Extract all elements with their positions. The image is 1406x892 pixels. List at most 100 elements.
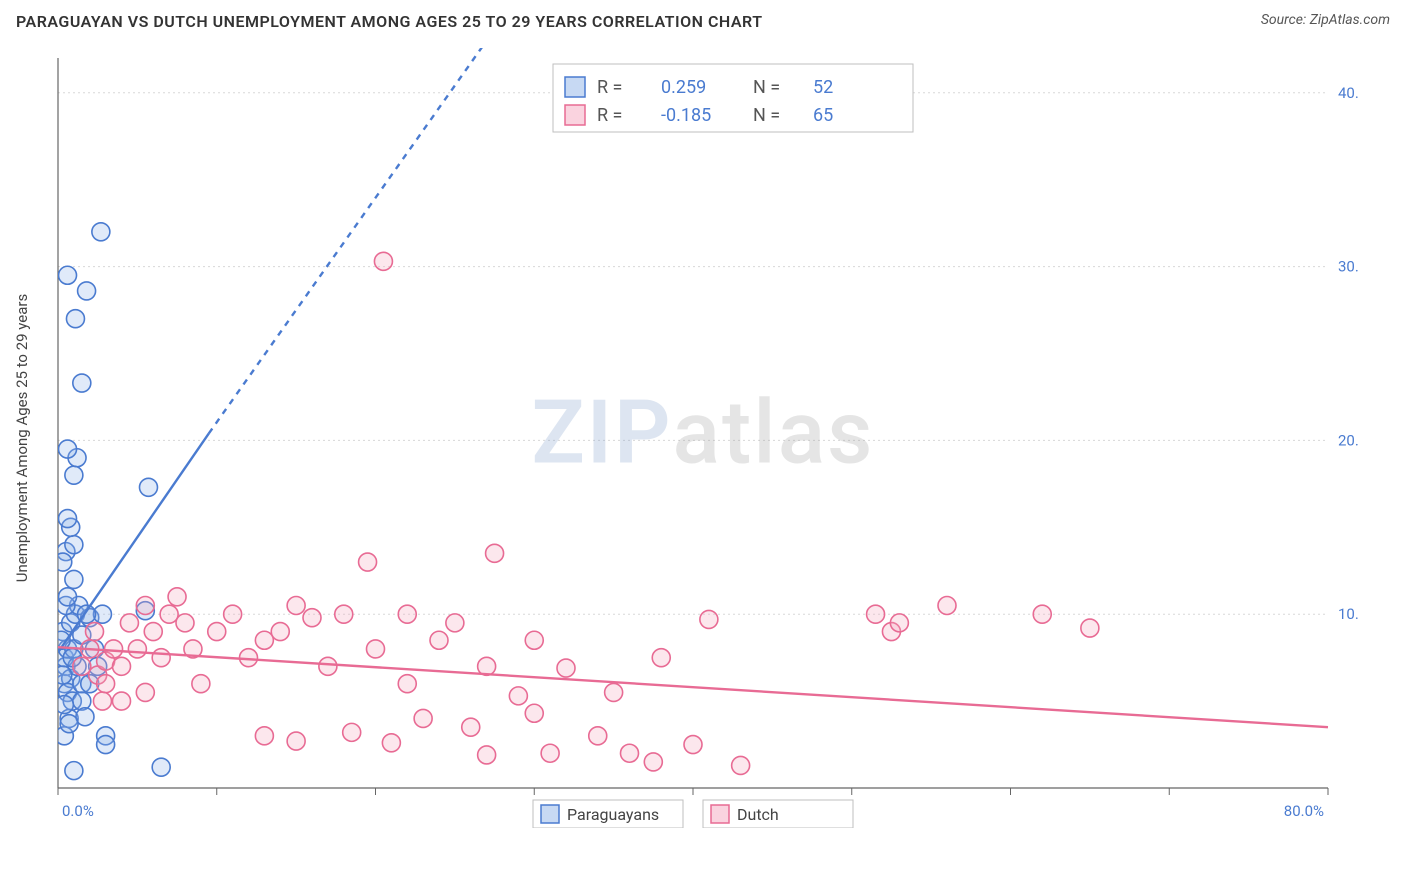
legend-n-value: 52 bbox=[813, 77, 833, 98]
scatter-point bbox=[255, 631, 273, 649]
scatter-point bbox=[271, 623, 289, 641]
y-tick-label: 10.0% bbox=[1338, 605, 1358, 623]
scatter-point bbox=[144, 623, 162, 641]
scatter-point bbox=[732, 756, 750, 774]
scatter-point bbox=[73, 692, 91, 710]
scatter-point bbox=[287, 732, 305, 750]
scatter-point bbox=[1081, 619, 1099, 637]
scatter-point bbox=[541, 744, 559, 762]
scatter-point bbox=[557, 659, 575, 677]
bottom-legend-label: Dutch bbox=[737, 805, 779, 824]
scatter-point bbox=[128, 640, 146, 658]
scatter-point bbox=[65, 762, 83, 780]
y-axis-label: Unemployment Among Ages 25 to 29 years bbox=[13, 294, 31, 582]
y-tick-label: 20.0% bbox=[1338, 431, 1358, 449]
scatter-point bbox=[93, 692, 111, 710]
scatter-point bbox=[208, 623, 226, 641]
regression-line bbox=[58, 647, 1328, 727]
chart-title: PARAGUAYAN VS DUTCH UNEMPLOYMENT AMONG A… bbox=[16, 12, 763, 31]
scatter-point bbox=[287, 597, 305, 615]
scatter-point bbox=[605, 683, 623, 701]
scatter-point bbox=[398, 605, 416, 623]
legend-r-label: R = bbox=[597, 105, 622, 126]
bottom-legend-label: Paraguayans bbox=[567, 805, 659, 824]
scatter-point bbox=[335, 605, 353, 623]
scatter-point bbox=[684, 736, 702, 754]
scatter-point bbox=[136, 597, 154, 615]
source-label: Source: bbox=[1261, 12, 1306, 28]
scatter-point bbox=[414, 709, 432, 727]
scatter-point bbox=[367, 640, 385, 658]
scatter-point bbox=[700, 610, 718, 628]
scatter-point bbox=[55, 696, 73, 714]
scatter-point bbox=[113, 657, 131, 675]
scatter-point bbox=[525, 631, 543, 649]
scatter-point bbox=[319, 657, 337, 675]
bottom-legend: Paraguayans Dutch bbox=[533, 800, 853, 828]
scatter-point bbox=[867, 605, 885, 623]
scatter-point bbox=[139, 478, 157, 496]
legend-r-label: R = bbox=[597, 77, 622, 98]
scatter-point bbox=[382, 734, 400, 752]
scatter-point bbox=[589, 727, 607, 745]
scatter-chart: 10.0%20.0%30.0%40.0%0.0%80.0%R =0.259N =… bbox=[48, 48, 1358, 828]
scatter-point bbox=[224, 605, 242, 623]
scatter-point bbox=[255, 727, 273, 745]
scatter-point bbox=[97, 675, 115, 693]
scatter-point bbox=[644, 753, 662, 771]
scatter-point bbox=[60, 715, 78, 733]
scatter-point bbox=[59, 588, 77, 606]
scatter-point bbox=[59, 266, 77, 284]
scatter-point bbox=[78, 282, 96, 300]
scatter-point bbox=[59, 510, 77, 528]
y-tick-label: 30.0% bbox=[1338, 258, 1358, 276]
source-name: ZipAtlas.com bbox=[1310, 12, 1390, 28]
scatter-point bbox=[398, 675, 416, 693]
scatter-point bbox=[54, 666, 72, 684]
chart-area: ZIPatlas 10.0%20.0%30.0%40.0%0.0%80.0%R … bbox=[48, 48, 1358, 828]
scatter-point bbox=[54, 553, 72, 571]
x-tick-label: 0.0% bbox=[62, 802, 94, 820]
legend-n-label: N = bbox=[753, 77, 780, 98]
scatter-point bbox=[430, 631, 448, 649]
scatter-point bbox=[938, 597, 956, 615]
legend-swatch bbox=[565, 105, 585, 125]
scatter-point bbox=[890, 614, 908, 632]
scatter-point bbox=[192, 675, 210, 693]
scatter-point bbox=[66, 310, 84, 328]
scatter-point bbox=[486, 544, 504, 562]
scatter-point bbox=[176, 614, 194, 632]
scatter-point bbox=[97, 736, 115, 754]
scatter-point bbox=[652, 649, 670, 667]
legend-r-value: 0.259 bbox=[661, 77, 706, 98]
scatter-point bbox=[113, 692, 131, 710]
stats-legend: R =0.259N =52R =-0.185N =65 bbox=[553, 64, 913, 132]
legend-n-value: 65 bbox=[813, 105, 833, 126]
scatter-point bbox=[343, 723, 361, 741]
scatter-point bbox=[105, 640, 123, 658]
scatter-point bbox=[374, 252, 392, 270]
scatter-point bbox=[59, 440, 77, 458]
scatter-point bbox=[168, 588, 186, 606]
scatter-point bbox=[73, 374, 91, 392]
scatter-point bbox=[1033, 605, 1051, 623]
bottom-legend-swatch bbox=[711, 805, 729, 823]
scatter-point bbox=[152, 758, 170, 776]
scatter-point bbox=[446, 614, 464, 632]
scatter-point bbox=[92, 223, 110, 241]
scatter-point bbox=[478, 746, 496, 764]
scatter-point bbox=[65, 536, 83, 554]
scatter-point bbox=[621, 744, 639, 762]
legend-r-value: -0.185 bbox=[661, 105, 711, 126]
scatter-point bbox=[509, 687, 527, 705]
scatter-point bbox=[65, 570, 83, 588]
scatter-point bbox=[65, 466, 83, 484]
scatter-point bbox=[303, 609, 321, 627]
scatter-point bbox=[359, 553, 377, 571]
scatter-point bbox=[152, 649, 170, 667]
scatter-point bbox=[86, 623, 104, 641]
scatter-point bbox=[160, 605, 178, 623]
scatter-point bbox=[73, 657, 91, 675]
scatter-point bbox=[120, 614, 138, 632]
scatter-point bbox=[462, 718, 480, 736]
